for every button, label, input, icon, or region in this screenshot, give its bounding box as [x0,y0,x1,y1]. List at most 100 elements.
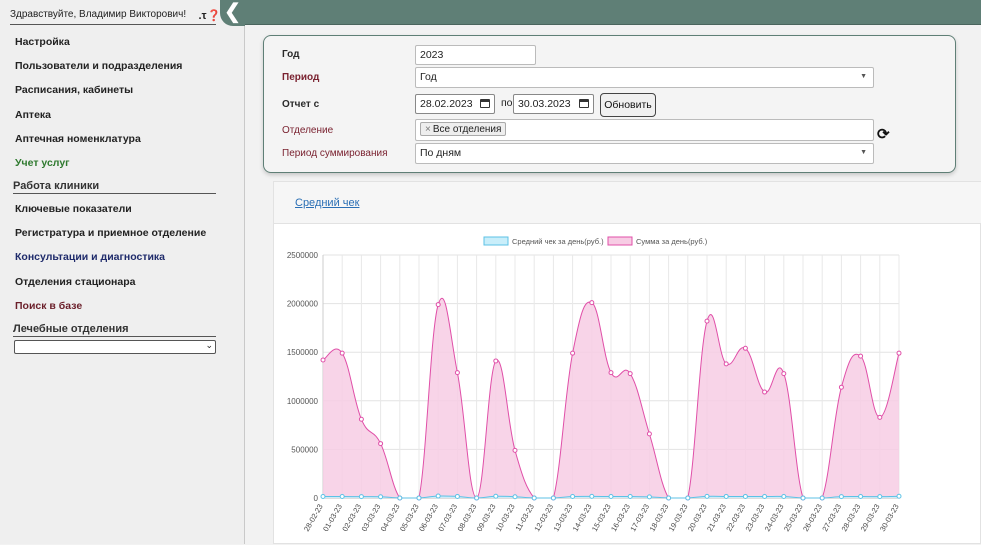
chart-tab-bar: Средний чек [274,182,981,224]
to-label: по [501,97,513,109]
report-label: Отчет с [282,99,320,110]
series-avg-point [378,494,384,500]
series-avg-point [320,494,326,500]
nav-item-registry[interactable]: Регистратура и приемное отделение [15,227,207,240]
caret-down-icon: ▼ [860,149,867,156]
series-avg-point [781,494,787,500]
nav-item-key-indicators[interactable]: Ключевые показатели [15,203,132,215]
year-label: Год [282,49,300,60]
avg-check-link[interactable]: Средний чек [295,197,360,209]
series-avg-point [838,494,844,500]
legend-swatch-sum [607,236,633,246]
nav-item-settings[interactable]: Настройка [15,36,70,48]
series-avg-point [608,494,614,500]
series-sum-point [627,371,633,377]
series-avg-point [339,494,345,500]
series-sum-point [646,431,652,437]
section-clinic-heading: Работа клиники [13,180,216,194]
series-sum-point [454,370,460,376]
series-sum-point [493,358,499,364]
series-sum-point [320,357,326,363]
nav-item-search[interactable]: Поиск в базе [15,299,83,312]
series-avg-point [512,494,518,500]
dept-select[interactable]: ⌄ [14,340,216,354]
series-avg-point [531,495,537,501]
series-avg-point [800,495,806,501]
series-sum-point [589,300,595,306]
help-icon[interactable]: ❓ [207,10,221,22]
dept-chip: × Все отделения [420,122,507,136]
refresh-button[interactable]: Обновить [600,93,656,117]
period-select[interactable]: Год ▼ [415,67,874,88]
series-avg-point [685,495,691,501]
series-sum-point [877,414,883,420]
chip-remove-icon[interactable]: × [425,124,431,135]
greeting-bar: Здравствуйте, Владимир Викторович! .τ❓ [10,6,221,25]
clinic-nav: Ключевые показатели Регистратура и прием… [15,202,225,323]
nav-item-services[interactable]: Учет услуг [15,156,70,169]
sum-period-select[interactable]: По дням ▼ [415,143,874,164]
series-sum-area [323,298,899,498]
date-from-value: 28.02.2023 [420,98,473,110]
series-avg-point [454,493,460,499]
series-avg-point [493,493,499,499]
sum-period-label: Период суммирования [282,148,388,159]
legend-label-avg: Средний чек за день(руб.) [512,237,604,246]
chevron-left-icon: ❮ [224,1,241,23]
series-avg-point [704,493,710,499]
series-avg-point [666,495,672,501]
dept-multiselect[interactable]: × Все отделения [415,119,874,141]
series-sum-point [512,447,518,453]
series-avg-point [896,493,902,499]
series-avg-point [435,493,441,499]
series-sum-point [435,302,441,308]
series-avg-point [723,493,729,499]
series-sum-point [723,361,729,367]
collapse-sidebar-button[interactable]: ❮ [220,0,245,26]
series-avg-point [550,495,556,501]
header-icons: .τ❓ [198,8,221,24]
series-sum-point [570,350,576,356]
nav-item-schedules[interactable]: Расписания, кабинеты [15,84,134,97]
chevron-down-icon: ⌄ [205,340,213,350]
series-sum-point [742,345,748,351]
series-sum-point [858,353,864,359]
nav-item-pharmacy[interactable]: Аптека [15,108,52,121]
year-input[interactable]: 2023 [415,45,536,65]
main-nav: Настройка Пользователи и подразделения Р… [15,35,225,180]
nav-item-pharmacy-nomenclature[interactable]: Аптечная номенклатура [15,132,141,145]
sidebar: Здравствуйте, Владимир Викторович! .τ❓ Н… [0,0,245,544]
y-tick-label: 1500000 [287,348,319,357]
daily-chart: 0500000100000015000002000000250000028-02… [287,236,902,533]
period-label: Период [282,72,320,83]
series-sum-point [838,384,844,390]
series-avg-point [646,494,652,500]
nav-item-inpatient[interactable]: Отделения стационара [15,275,136,288]
sum-period-value: По дням [420,147,462,159]
calendar-icon[interactable] [579,99,589,108]
series-avg-point [742,493,748,499]
caret-down-icon: ▼ [860,73,867,80]
series-avg-point [416,495,422,501]
series-avg-point [877,494,883,500]
series-sum-point [339,350,345,356]
series-sum-line [322,297,900,499]
series-avg-point [570,494,576,500]
series-avg-point [358,494,364,500]
series-sum-point [762,389,768,395]
calendar-icon[interactable] [480,99,490,108]
series-avg-point [397,495,403,501]
sync-icon[interactable]: ⟳ [877,126,890,143]
series-sum-point [781,371,787,377]
key-icon[interactable]: .τ [198,10,207,22]
legend-swatch-avg [483,236,509,246]
date-to-input[interactable]: 30.03.2023 [513,94,594,114]
filter-panel: Год 2023 Период Год ▼ Отчет с 28.02.2023… [263,35,956,173]
dept-chip-label: Все отделения [432,124,502,135]
y-tick-label: 2000000 [287,300,319,309]
date-from-input[interactable]: 28.02.2023 [415,94,495,114]
series-avg-point [819,495,825,501]
nav-item-users[interactable]: Пользователи и подразделения [15,60,183,73]
nav-item-consultations[interactable]: Консультации и диагностика [15,251,166,264]
chart-panel: Средний чек 0 500000 1000000 1500000 2000000… [273,181,981,544]
